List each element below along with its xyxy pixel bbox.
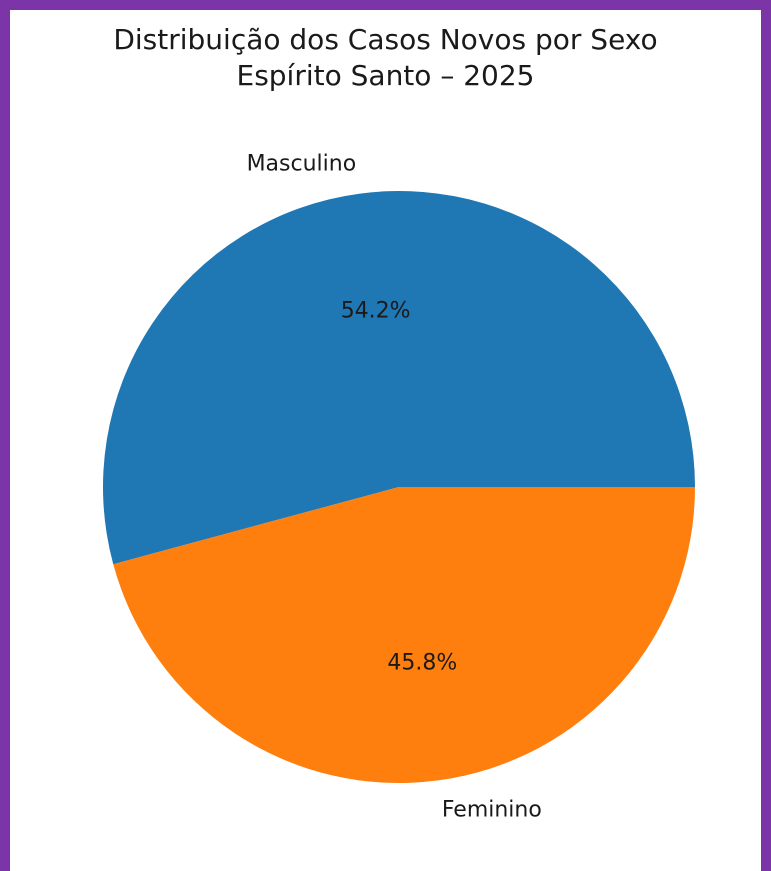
chart-title-block: Distribuição dos Casos Novos por Sexo Es…	[0, 22, 771, 94]
pie-slice-masculino	[102, 191, 695, 565]
pct-label-masculino: 54.2%	[341, 298, 411, 323]
chart-subtitle: Espírito Santo – 2025	[236, 59, 535, 92]
pie-slice-feminino	[113, 487, 696, 784]
pie-labels: 54.2% Masculino 45.8% Feminino	[247, 152, 542, 823]
category-label-feminino: Feminino	[442, 797, 542, 822]
chart-title: Distribuição dos Casos Novos por Sexo	[113, 23, 658, 56]
pct-label-feminino: 45.8%	[387, 651, 457, 676]
category-label-masculino: Masculino	[247, 152, 357, 177]
pie-slices	[102, 191, 696, 784]
